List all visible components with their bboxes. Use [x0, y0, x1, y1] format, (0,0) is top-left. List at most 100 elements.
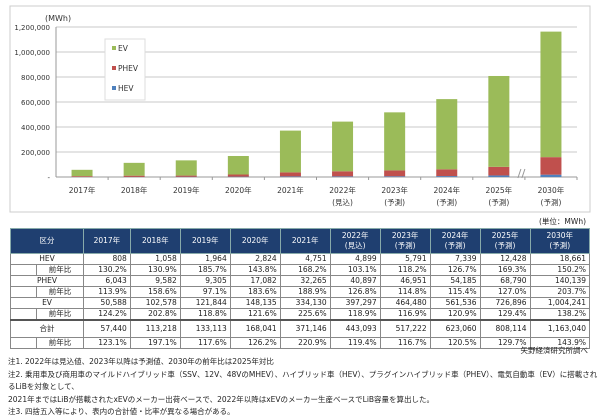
value-cell: 168,041	[230, 320, 280, 338]
y-tick-label: 1,200,000	[14, 24, 50, 32]
column-header: 2022年(見込)	[330, 229, 380, 254]
ratio-cell: 120.5%	[430, 338, 480, 349]
bar-ev	[540, 32, 561, 158]
ratio-label: 前年比	[11, 265, 84, 276]
column-header-text: 区分	[12, 236, 82, 246]
value-cell: 102,578	[130, 298, 180, 309]
value-cell: 54,185	[430, 276, 480, 287]
value-cell: 726,896	[480, 298, 530, 309]
bar-ev	[332, 122, 353, 172]
value-cell: 5,791	[380, 254, 430, 265]
column-header-text: 2030年	[532, 231, 588, 241]
note-2: 注2. 乗用車及び商用車のマイルドハイブリッド車（SSV、12V、48VのMHE…	[8, 369, 600, 394]
x-tick-sublabel: (見込)	[332, 198, 353, 207]
column-header: 2019年	[180, 229, 230, 254]
value-cell: 148,135	[230, 298, 280, 309]
ratio-cell: 118.8%	[180, 309, 230, 321]
ratio-cell: 143.8%	[230, 265, 280, 276]
y-tick-label: 1,000,000	[14, 49, 50, 57]
ratio-cell: 121.6%	[230, 309, 280, 321]
stacked-bar-chart: (MWh)-200,000400,000600,000800,0001,000,…	[0, 0, 600, 215]
y-tick-label: 400,000	[21, 124, 50, 132]
row-label: PHEV	[11, 276, 84, 287]
bar-hev	[332, 176, 353, 177]
ratio-cell: 185.7%	[180, 265, 230, 276]
column-header: 2025年(予測)	[480, 229, 530, 254]
ratio-cell: 158.6%	[130, 287, 180, 298]
x-tick-label: 2025年	[486, 185, 513, 195]
value-cell: 4,751	[280, 254, 330, 265]
unit-label: (単位：MWh)	[539, 216, 586, 227]
value-cell: 1,964	[180, 254, 230, 265]
ratio-cell: 126.7%	[430, 265, 480, 276]
value-cell: 443,093	[330, 320, 380, 338]
note-3: 注3. 四捨五入等により、表内の合計値・比率が異なる場合がある。	[8, 406, 600, 419]
bar-hev	[384, 176, 405, 177]
x-tick-label: 2021年	[277, 185, 304, 195]
value-cell: 40,897	[330, 276, 380, 287]
row-label: HEV	[11, 254, 84, 265]
column-header-text: 2025年	[482, 231, 529, 241]
value-cell: 57,440	[84, 320, 131, 338]
value-cell: 1,163,040	[530, 320, 589, 338]
ratio-cell: 119.4%	[330, 338, 380, 349]
ratio-cell: 220.9%	[280, 338, 330, 349]
bar-ev	[124, 163, 145, 176]
value-cell: 517,222	[380, 320, 430, 338]
bar-phev	[332, 171, 353, 176]
ratio-cell: 120.9%	[430, 309, 480, 321]
bar-phev	[488, 167, 509, 176]
column-header-text: (予測)	[532, 241, 588, 251]
ratio-cell: 116.9%	[380, 309, 430, 321]
y-axis-label: (MWh)	[45, 14, 71, 23]
bar-phev	[540, 157, 561, 175]
value-cell: 140,139	[530, 276, 589, 287]
x-tick-label: 2019年	[173, 185, 200, 195]
ratio-cell: 183.6%	[230, 287, 280, 298]
value-cell: 12,428	[480, 254, 530, 265]
ratio-cell: 103.1%	[330, 265, 380, 276]
value-cell: 121,844	[180, 298, 230, 309]
ratio-cell: 197.1%	[130, 338, 180, 349]
ratio-cell: 225.6%	[280, 309, 330, 321]
ratio-cell: 129.4%	[480, 309, 530, 321]
bar-hev	[540, 175, 561, 177]
ratio-cell: 126.2%	[230, 338, 280, 349]
value-cell: 371,146	[280, 320, 330, 338]
bar-phev	[384, 170, 405, 176]
ratio-cell: 169.3%	[480, 265, 530, 276]
bar-ev	[436, 99, 457, 169]
column-header-text: (予測)	[482, 241, 529, 251]
bar-ev	[72, 170, 93, 176]
ratio-label: 前年比	[11, 338, 84, 349]
value-cell: 808,114	[480, 320, 530, 338]
value-cell: 113,218	[130, 320, 180, 338]
bar-ev	[384, 112, 405, 170]
column-header-text: 2018年	[132, 236, 179, 246]
value-cell: 561,536	[430, 298, 480, 309]
row-label: 合計	[11, 320, 84, 338]
ratio-cell: 188.9%	[280, 287, 330, 298]
value-cell: 32,265	[280, 276, 330, 287]
column-header: 2018年	[130, 229, 180, 254]
legend-swatch-ev	[112, 46, 116, 50]
value-cell: 1,004,241	[530, 298, 589, 309]
x-tick-sublabel: (予測)	[541, 197, 562, 207]
ratio-cell: 117.6%	[180, 338, 230, 349]
legend-swatch-phev	[112, 66, 116, 70]
column-header: 2020年	[230, 229, 280, 254]
bar-phev	[124, 176, 145, 177]
value-cell: 334,130	[280, 298, 330, 309]
note-2-cont: 2021年まではLiBが搭載されたxEVのメーカー出荷ベースで、2022年以降は…	[8, 394, 600, 407]
column-header-text: (予測)	[432, 241, 479, 251]
x-tick-sublabel: (予測)	[436, 197, 457, 207]
bar-ev	[176, 160, 197, 175]
bar-phev	[436, 169, 457, 176]
value-cell: 133,113	[180, 320, 230, 338]
x-tick-label: 2023年	[381, 185, 408, 195]
